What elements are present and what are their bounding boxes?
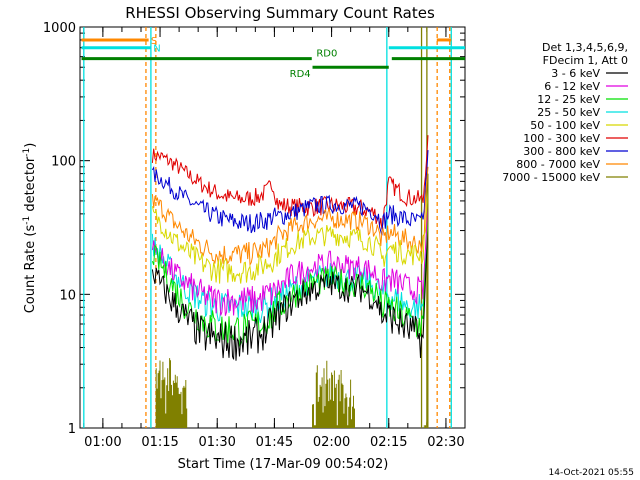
- legend-header: Det 1,3,4,5,6,9,: [542, 41, 628, 54]
- flag-label: S: [151, 36, 157, 47]
- flag-label: RD0: [316, 49, 337, 60]
- legend-entry-label: 3 - 6 keV: [551, 67, 600, 80]
- legend-entry-label: 300 - 800 keV: [523, 145, 600, 158]
- plot-frame: [79, 26, 466, 429]
- legend-header: FDecim 1, Att 0: [543, 54, 628, 67]
- x-tick-label: 01:00: [84, 435, 121, 450]
- legend-entry-label: 12 - 25 keV: [537, 93, 600, 106]
- legend-entry-label: 25 - 50 keV: [537, 106, 600, 119]
- flag-label: RD4: [290, 69, 311, 80]
- series-line: [155, 173, 429, 428]
- y-tick-label: 1: [68, 422, 76, 437]
- y-tick-label: 10: [59, 288, 76, 303]
- y-tick-label: 100: [51, 155, 76, 170]
- x-tick-label: 01:15: [141, 435, 178, 450]
- x-tick-label: 01:30: [198, 435, 235, 450]
- series-line: [151, 230, 429, 361]
- legend: Det 1,3,4,5,6,9,FDecim 1, Att 03 - 6 keV…: [502, 41, 628, 184]
- series-line: [151, 166, 429, 267]
- legend-entry-label: 50 - 100 keV: [530, 119, 600, 132]
- series-line: [151, 190, 429, 284]
- x-tick-label: 02:15: [370, 435, 407, 450]
- y-axis-label: Count Rate (s-1 detector-1): [22, 143, 38, 314]
- x-axis-label: Start Time (17-Mar-09 00:54:02): [178, 457, 389, 472]
- x-tick-label: 01:45: [256, 435, 293, 450]
- series-line: [151, 221, 429, 347]
- legend-entry-label: 100 - 300 keV: [523, 132, 600, 145]
- series-line: [151, 150, 429, 236]
- x-tick-label: 02:30: [427, 435, 464, 450]
- chart-title: RHESSI Observing Summary Count Rates: [125, 4, 435, 22]
- x-tick-label: 02:00: [313, 435, 350, 450]
- legend-entry-label: 6 - 12 keV: [544, 80, 600, 93]
- generation-timestamp: 14-Oct-2021 05:55: [548, 468, 634, 478]
- series-line: [151, 135, 429, 230]
- y-tick-label: 1000: [43, 21, 76, 36]
- legend-entry-label: 800 - 7000 keV: [516, 158, 600, 171]
- flag-label: N: [153, 44, 160, 55]
- legend-entry-label: 7000 - 15000 keV: [502, 171, 600, 184]
